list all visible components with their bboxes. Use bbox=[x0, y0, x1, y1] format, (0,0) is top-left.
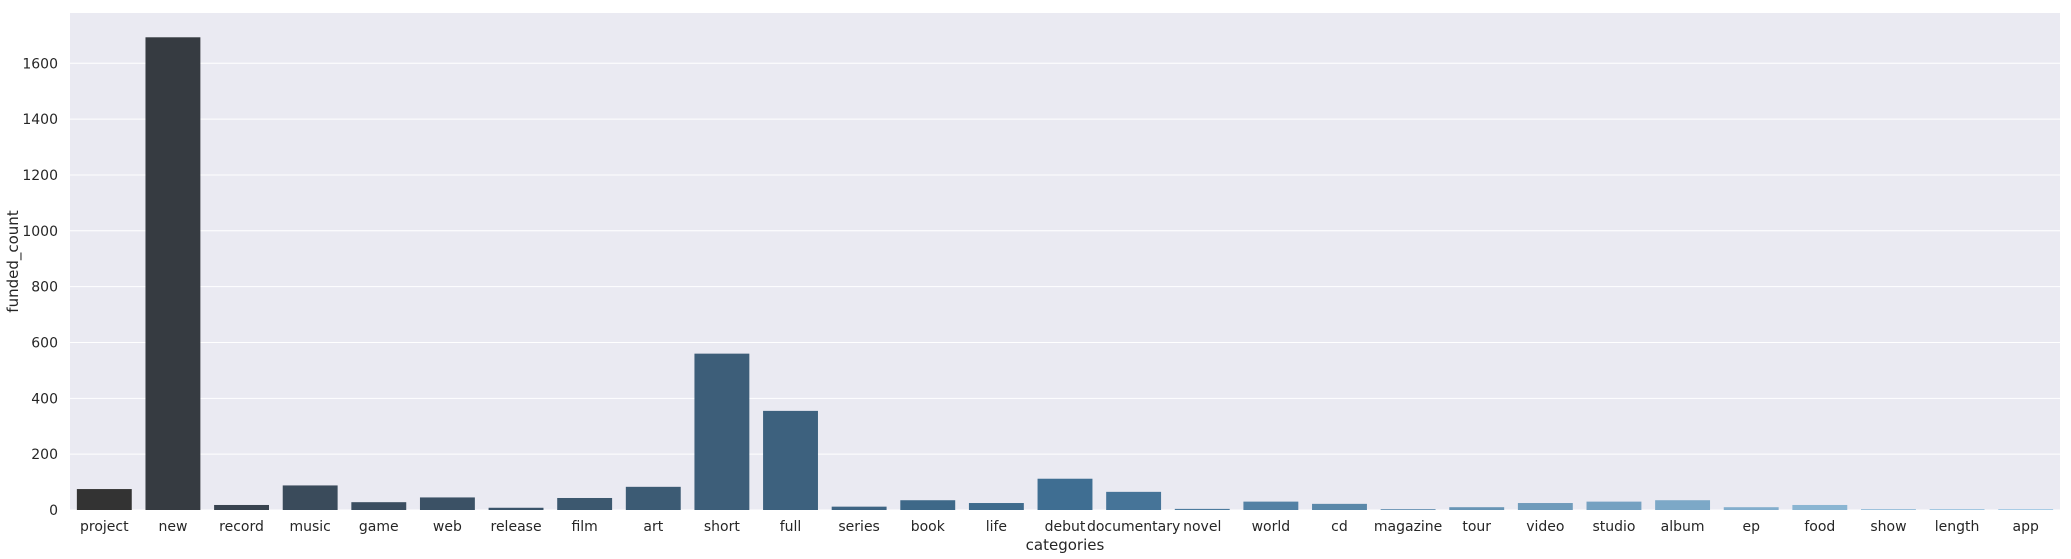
bar-documentary bbox=[1106, 491, 1162, 510]
x-tick-label-world: world bbox=[1252, 519, 1291, 535]
bar-web bbox=[419, 497, 475, 510]
x-tick-label-studio: studio bbox=[1592, 519, 1635, 535]
bar-video bbox=[1517, 503, 1573, 510]
x-tick-labels: project new record music game web release film a… bbox=[80, 519, 2039, 535]
bar-show bbox=[1861, 509, 1916, 510]
plot-background bbox=[70, 13, 2060, 510]
bar-art bbox=[625, 486, 681, 510]
x-tick-label-release: release bbox=[491, 519, 542, 535]
bar-app bbox=[1998, 509, 2054, 510]
x-tick-label-cd: cd bbox=[1331, 519, 1348, 535]
x-tick-label-debut: debut bbox=[1045, 519, 1086, 535]
bar-game bbox=[351, 502, 407, 510]
bar-record bbox=[214, 504, 269, 510]
bar-ep bbox=[1723, 507, 1779, 510]
bar-film bbox=[557, 497, 613, 510]
x-tick-label-video: video bbox=[1526, 519, 1564, 535]
bar-series bbox=[831, 506, 887, 510]
x-tick-label-ep: ep bbox=[1742, 519, 1760, 535]
x-tick-label-new: new bbox=[158, 519, 187, 535]
bar-studio bbox=[1586, 501, 1642, 510]
bar-full bbox=[763, 410, 818, 510]
bar-cd bbox=[1312, 503, 1367, 510]
x-tick-label-record: record bbox=[219, 519, 264, 535]
y-tick-label: 1200 bbox=[22, 168, 58, 184]
bar-novel bbox=[1174, 508, 1230, 510]
bar-debut bbox=[1037, 478, 1093, 510]
y-tick-label: 0 bbox=[49, 503, 58, 519]
x-tick-label-life: life bbox=[986, 519, 1007, 535]
x-tick-label-full: full bbox=[780, 519, 802, 535]
bar-release bbox=[488, 507, 544, 510]
bar-book bbox=[900, 500, 956, 510]
x-tick-label-tour: tour bbox=[1462, 519, 1491, 535]
x-tick-label-magazine: magazine bbox=[1374, 519, 1442, 535]
bar-new bbox=[145, 37, 201, 511]
y-tick-label: 1400 bbox=[22, 112, 58, 128]
bar-world bbox=[1243, 501, 1299, 510]
bar-tour bbox=[1449, 507, 1505, 510]
x-tick-label-web: web bbox=[433, 519, 462, 535]
x-tick-label-art: art bbox=[643, 519, 663, 535]
x-tick-label-book: book bbox=[911, 519, 946, 535]
x-tick-label-app: app bbox=[2013, 519, 2039, 535]
bars bbox=[76, 37, 2054, 511]
bar-magazine bbox=[1380, 509, 1436, 510]
x-tick-label-music: music bbox=[289, 519, 330, 535]
bar-project bbox=[76, 489, 132, 510]
x-axis-label: categories bbox=[1026, 536, 1105, 554]
bar-length bbox=[1929, 509, 1985, 510]
y-axis-label: funded_count bbox=[4, 210, 23, 313]
bar-album bbox=[1655, 500, 1711, 510]
x-tick-label-game: game bbox=[359, 519, 399, 535]
y-tick-label: 800 bbox=[31, 280, 58, 296]
x-tick-label-series: series bbox=[838, 519, 879, 535]
x-tick-label-show: show bbox=[1870, 519, 1906, 535]
bar-short bbox=[694, 353, 750, 510]
bar-music bbox=[282, 485, 338, 510]
bar-food bbox=[1792, 504, 1848, 510]
x-tick-label-length: length bbox=[1935, 519, 1980, 535]
x-tick-label-project: project bbox=[80, 519, 129, 535]
y-tick-label: 400 bbox=[31, 391, 58, 407]
x-tick-label-short: short bbox=[704, 519, 740, 535]
y-tick-label: 1000 bbox=[22, 224, 58, 240]
x-tick-label-novel: novel bbox=[1183, 519, 1221, 535]
y-tick-label: 600 bbox=[31, 335, 58, 351]
x-tick-label-album: album bbox=[1661, 519, 1705, 535]
x-tick-label-food: food bbox=[1804, 519, 1835, 535]
y-tick-labels: 0 200 400 600 800 1000 1200 1400 1600 bbox=[22, 56, 58, 519]
y-tick-label: 200 bbox=[31, 447, 58, 463]
y-tick-label: 1600 bbox=[22, 56, 58, 72]
x-tick-label-film: film bbox=[571, 519, 597, 535]
x-tick-label-documentary: documentary bbox=[1087, 519, 1180, 535]
gridlines bbox=[70, 62, 2060, 511]
bar-life bbox=[968, 503, 1024, 510]
